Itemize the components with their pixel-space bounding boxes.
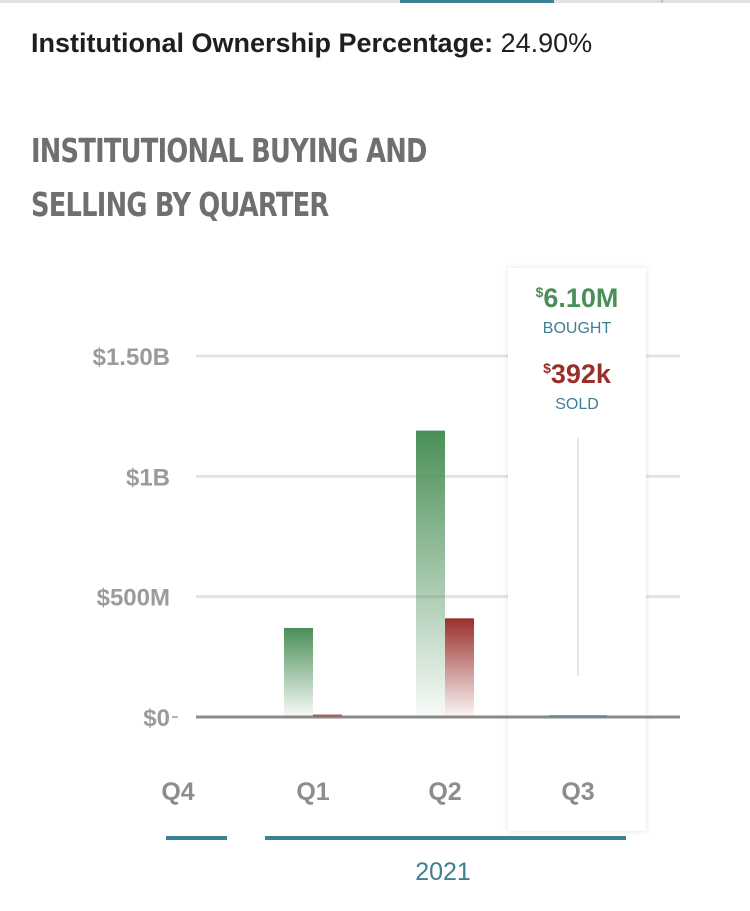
x-tick-label: Q4 <box>161 778 194 806</box>
x-axis-labels: Q4 Q1 Q2 Q3 <box>161 778 594 806</box>
tooltip-bought-label: BOUGHT <box>543 320 612 337</box>
top-tab-indicator <box>0 0 750 3</box>
y-tick-label: $500M <box>97 585 170 612</box>
ownership-label: Institutional Ownership Percentage: <box>31 28 494 58</box>
ownership-value: 24.90% <box>500 28 593 58</box>
bars <box>284 430 607 717</box>
x-tick-label: Q2 <box>428 778 461 806</box>
bar-sold-q2[interactable] <box>445 618 474 717</box>
y-tick-label: $1B <box>126 464 170 491</box>
y-tick-label: $1.50B <box>93 344 170 371</box>
tooltip-sold-value: $392k <box>543 359 612 389</box>
x-tick-label: Q3 <box>561 778 594 806</box>
x-tick-label: Q1 <box>296 778 329 806</box>
institutional-ownership: Institutional Ownership Percentage: 24.9… <box>31 28 592 59</box>
bar-bought-q1[interactable] <box>284 627 313 717</box>
y-tick-label: $0 <box>143 705 170 732</box>
y-axis-labels: $0 $500M $1B $1.50B <box>93 344 170 732</box>
tooltip-bought-value: $6.10M <box>536 283 619 313</box>
tab-divider <box>661 0 663 3</box>
bar-sold-q1[interactable] <box>313 714 342 717</box>
bar-bought-q3[interactable] <box>549 715 578 717</box>
bar-sold-q3[interactable] <box>578 715 607 717</box>
chart-title: INSTITUTIONAL BUYING AND SELLING BY QUAR… <box>31 131 427 224</box>
year-label: 2021 <box>415 858 471 886</box>
tooltip-sold-label: SOLD <box>555 396 599 413</box>
bar-bought-q2[interactable] <box>416 430 445 717</box>
active-tab-underline <box>400 0 554 3</box>
